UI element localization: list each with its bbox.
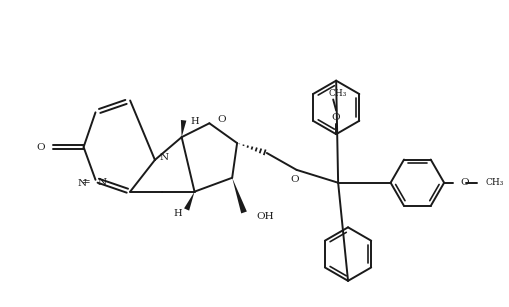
- Text: O: O: [36, 142, 45, 152]
- Text: O: O: [331, 113, 340, 122]
- Text: H: H: [190, 117, 199, 126]
- Text: N: N: [159, 154, 168, 162]
- Text: CH₃: CH₃: [485, 178, 503, 187]
- Text: O: O: [217, 115, 225, 124]
- Text: CH₃: CH₃: [328, 89, 347, 98]
- Text: O: O: [290, 175, 298, 184]
- Polygon shape: [181, 120, 186, 137]
- Text: N: N: [97, 178, 106, 187]
- Text: H: H: [173, 209, 181, 218]
- Text: =: =: [81, 178, 91, 187]
- Polygon shape: [232, 178, 246, 213]
- Polygon shape: [184, 192, 194, 211]
- Text: O: O: [459, 178, 468, 187]
- Text: OH: OH: [256, 212, 273, 221]
- Text: N: N: [77, 179, 87, 188]
